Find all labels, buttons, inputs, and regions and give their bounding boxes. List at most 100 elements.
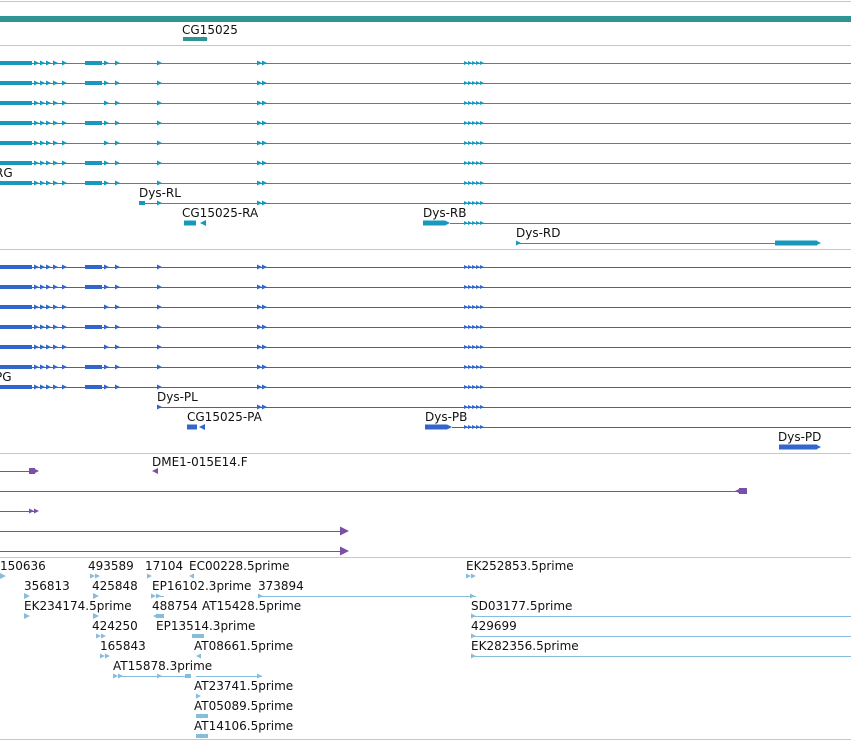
strand-arrow	[101, 633, 106, 639]
protein-cg15025-pa-exon	[187, 424, 197, 430]
est-label[interactable]: EK234174.5prime	[24, 599, 132, 613]
strand-arrow	[104, 284, 109, 290]
strand-arrow	[340, 526, 349, 536]
strand-arrow	[53, 384, 58, 390]
est-label[interactable]: EK282356.5prime	[471, 639, 579, 653]
strand-arrow	[464, 425, 468, 429]
strand-arrow	[464, 201, 468, 205]
est-label[interactable]: SD03177.5prime	[471, 599, 573, 613]
strand-arrow	[104, 384, 109, 390]
divider-proteins	[0, 453, 851, 454]
est-label[interactable]: 493589	[88, 559, 134, 573]
strand-arrow	[447, 424, 452, 430]
est-label[interactable]: AT05089.5prime	[194, 699, 294, 713]
model-exon-box	[85, 385, 102, 389]
strand-arrow	[262, 120, 267, 126]
protein-row-label-partial[interactable]: PG	[0, 370, 12, 384]
transcript-label-cg15025-ra[interactable]: CG15025-RA	[182, 206, 259, 220]
strand-arrow	[476, 201, 480, 205]
est-label[interactable]: 488754	[152, 599, 198, 613]
strand-arrow	[472, 161, 476, 165]
strand-arrow	[33, 468, 39, 474]
protein-label-dys-pl[interactable]: Dys-PL	[157, 390, 198, 404]
strand-arrow	[157, 80, 162, 86]
strand-arrow	[157, 200, 162, 206]
est-label[interactable]: 424250	[92, 619, 138, 633]
est-label[interactable]: EP13514.3prime	[156, 619, 256, 633]
est-label[interactable]: 165843	[100, 639, 146, 653]
est-label[interactable]: AT15428.5prime	[202, 599, 302, 613]
divider-gene	[0, 45, 851, 46]
protein-label-dys-pd[interactable]: Dys-PD	[778, 430, 822, 444]
strand-arrow	[257, 180, 262, 186]
transcript-label-dys-rd[interactable]: Dys-RD	[516, 226, 561, 240]
strand-arrow	[46, 160, 51, 166]
model-exon-box	[0, 81, 32, 85]
strand-arrow	[262, 344, 267, 350]
est-label[interactable]: EC00228.5prime	[189, 559, 290, 573]
est-label[interactable]: AT08661.5prime	[194, 639, 294, 653]
strand-arrow	[152, 468, 158, 474]
strand-arrow	[468, 121, 472, 125]
strand-arrow	[480, 385, 484, 389]
est-exon	[185, 674, 191, 678]
strand-arrow	[40, 180, 45, 186]
strand-arrow	[480, 425, 484, 429]
model-exon-box	[85, 61, 102, 65]
strand-arrow	[115, 344, 120, 350]
transcript-label-dys-rb[interactable]: Dys-RB	[423, 206, 467, 220]
strand-arrow	[62, 304, 67, 310]
est-label[interactable]: 356813	[24, 579, 70, 593]
clone-label-dme1-015e14-f[interactable]: DME1-015E14.F	[152, 455, 248, 469]
strand-arrow	[157, 160, 162, 166]
est-label[interactable]: 429699	[471, 619, 517, 633]
strand-arrow	[476, 81, 480, 85]
strand-arrow	[157, 120, 162, 126]
strand-arrow	[34, 120, 39, 126]
strand-arrow	[445, 220, 450, 226]
strand-arrow	[157, 324, 162, 330]
est-label[interactable]: 425848	[92, 579, 138, 593]
est-label[interactable]: EP16102.3prime	[152, 579, 252, 593]
strand-arrow	[53, 140, 58, 146]
est-label[interactable]: AT15878.3prime	[113, 659, 213, 673]
strand-arrow	[115, 80, 120, 86]
model-exon-box	[85, 265, 102, 269]
strand-arrow	[196, 713, 201, 719]
protein-label-dys-pb[interactable]: Dys-PB	[425, 410, 468, 424]
gene-label-cg15025[interactable]: CG15025	[182, 23, 238, 37]
transcript-row-label-partial[interactable]: RG	[0, 166, 13, 180]
strand-arrow	[104, 364, 109, 370]
strand-arrow	[62, 180, 67, 186]
est-label[interactable]: 17104	[145, 559, 184, 573]
strand-arrow	[464, 285, 468, 289]
strand-arrow	[46, 344, 51, 350]
transcript-dys-rl-exon	[139, 201, 145, 205]
est-label[interactable]: AT14106.5prime	[194, 719, 294, 733]
model-exon-box	[0, 121, 32, 125]
strand-arrow	[257, 140, 262, 146]
strand-arrow	[199, 424, 205, 430]
strand-arrow	[257, 384, 262, 390]
est-label[interactable]: EK252853.5prime	[466, 559, 574, 573]
strand-arrow	[34, 100, 39, 106]
strand-arrow	[472, 405, 476, 409]
protein-label-cg15025-pa[interactable]: CG15025-PA	[187, 410, 262, 424]
strand-arrow	[480, 285, 484, 289]
strand-arrow	[34, 508, 39, 514]
transcript-label-dys-rl[interactable]: Dys-RL	[139, 186, 181, 200]
est-label[interactable]: AT23741.5prime	[194, 679, 294, 693]
strand-arrow	[340, 546, 349, 556]
strand-arrow	[735, 488, 741, 494]
strand-arrow	[46, 264, 51, 270]
strand-arrow	[472, 285, 476, 289]
est-label[interactable]: 150636	[0, 559, 46, 573]
strand-arrow	[46, 140, 51, 146]
model-exon-box	[85, 325, 102, 329]
strand-arrow	[472, 425, 476, 429]
gene-cg15025-glyph	[183, 37, 207, 41]
est-label[interactable]: 373894	[258, 579, 304, 593]
strand-arrow	[115, 120, 120, 126]
divider-bottom	[0, 739, 851, 740]
model-exon-box	[85, 365, 102, 369]
